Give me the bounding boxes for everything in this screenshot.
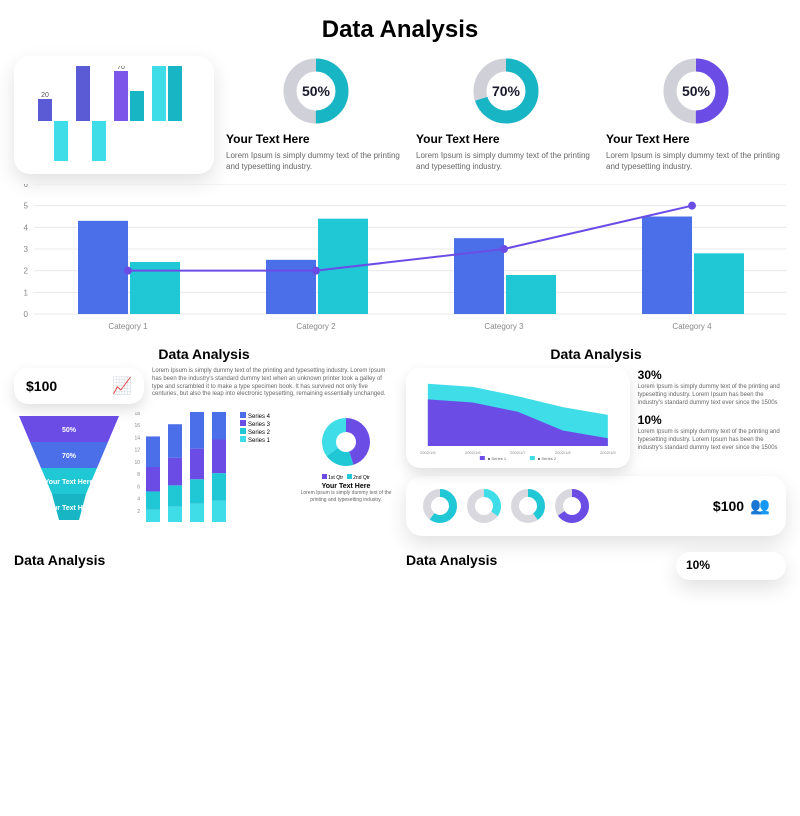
bottom-right: Data Analysis 10% [406, 552, 786, 580]
svg-text:50%: 50% [682, 83, 711, 99]
pie-title: Your Text Here [322, 483, 371, 490]
svg-text:14: 14 [134, 435, 140, 441]
svg-text:Category 2: Category 2 [296, 322, 336, 331]
stat-item: 10% Lorem Ipsum is simply dummy text of t… [638, 413, 786, 452]
mini-donut [510, 488, 546, 524]
mini-bar-chart: 20-40130-4070140 [14, 56, 214, 174]
main-bar-line-chart: 0 1 2 3 4 5 6 Category 1 Category 2 Category 3 Cat… [0, 174, 800, 334]
svg-text:6: 6 [24, 184, 29, 189]
svg-text:4: 4 [24, 223, 29, 232]
svg-text:■ Series 2: ■ Series 2 [538, 456, 557, 460]
bottom-section: Data Analysis Data Analysis 10% [0, 546, 800, 586]
svg-text:1: 1 [24, 288, 29, 297]
svg-text:8: 8 [137, 472, 140, 478]
stat-desc: Lorem Ipsum is simply dummy text of the … [638, 429, 786, 452]
svg-text:2: 2 [137, 509, 140, 515]
left-panel: Data Analysis $100 📈 Lorem Ipsum is simp… [14, 340, 394, 536]
bottom-left: Data Analysis [14, 552, 394, 580]
donut-item: 50% Your Text Here Lorem Ipsum is simply d… [606, 56, 786, 172]
svg-text:2002/1/7: 2002/1/7 [510, 450, 526, 455]
donut-chart: 50% [281, 56, 351, 126]
pie-chart [316, 412, 376, 472]
svg-text:Category 4: Category 4 [672, 322, 712, 331]
mini-donut-row: $100 👥 [416, 482, 776, 530]
donut-chart: 50% [661, 56, 731, 126]
pie-desc: Lorem Ipsum is simply dummy text of the … [298, 490, 394, 503]
mini-donut [422, 488, 458, 524]
funnel-row: 50% 70% Your Text Here Your Text Here 2 4 6 8 1… [14, 412, 394, 532]
svg-text:5: 5 [24, 202, 29, 211]
pie-column: 1st Qtr2nd Qtr Your Text Here Lorem Ipsu… [298, 412, 394, 532]
stat-card: 10% [676, 552, 786, 580]
right-panel: Data Analysis 2002/1/52002/1/62002/1/720… [406, 340, 786, 536]
svg-text:70%: 70% [492, 83, 521, 99]
donut-desc: Lorem Ipsum is simply dummy text of the … [226, 150, 406, 172]
top-row: 20-40130-4070140 50% Your Text Here Lorem … [0, 56, 800, 174]
stacked-bar-chart: 2 4 6 8 10 12 14 16 18 [132, 412, 232, 532]
svg-text:50%: 50% [302, 83, 331, 99]
svg-text:Category 1: Category 1 [108, 322, 148, 331]
svg-text:12: 12 [134, 448, 140, 454]
svg-text:70: 70 [117, 66, 125, 71]
funnel-chart: 50% 70% Your Text Here Your Text Here [14, 412, 124, 532]
svg-text:2002/1/6: 2002/1/6 [465, 450, 481, 455]
svg-text:6: 6 [137, 484, 140, 490]
svg-text:2002/1/8: 2002/1/8 [555, 450, 571, 455]
svg-text:10: 10 [134, 460, 140, 466]
page-title: Data Analysis [0, 16, 800, 44]
svg-text:20: 20 [41, 92, 49, 99]
stat-desc: Lorem Ipsum is simply dummy text of the … [638, 384, 786, 407]
stat-value: 10% [686, 558, 776, 572]
mini-pill-value: $100 [713, 498, 744, 514]
middle-section: Data Analysis $100 📈 Lorem Ipsum is simp… [0, 334, 800, 542]
mini-donut [554, 488, 590, 524]
people-icon: 👥 [750, 496, 770, 516]
svg-text:18: 18 [134, 412, 140, 417]
donut-title: Your Text Here [226, 132, 406, 146]
svg-text:0: 0 [24, 310, 29, 319]
donut-item: 70% Your Text Here Lorem Ipsum is simply d… [416, 56, 596, 172]
donut-title: Your Text Here [606, 132, 786, 146]
value-pill: $100 📈 [14, 368, 144, 404]
donut-item: 50% Your Text Here Lorem Ipsum is simply d… [226, 56, 406, 172]
donut-desc: Lorem Ipsum is simply dummy text of the … [606, 150, 786, 172]
svg-text:Category 3: Category 3 [484, 322, 524, 331]
svg-text:4: 4 [137, 497, 140, 503]
area-chart: 2002/1/5 2002/1/6 2002/1/7 2002/1/8 2002/1/9… [414, 376, 622, 460]
donut-row: 50% Your Text Here Lorem Ipsum is simply d… [226, 56, 786, 172]
svg-text:16: 16 [134, 423, 140, 429]
svg-text:70%: 70% [62, 453, 77, 460]
stats-column: 30% Lorem Ipsum is simply dummy text of t… [638, 368, 786, 468]
stacked-legend: Series 4Series 3Series 2Series 1 [240, 412, 290, 532]
donut-chart: 70% [471, 56, 541, 126]
section-title: Data Analysis [406, 552, 668, 580]
area-chart-card: 2002/1/5 2002/1/6 2002/1/7 2002/1/8 2002/1/9… [406, 368, 630, 468]
mini-donut-card: $100 👥 [406, 476, 786, 536]
svg-text:Your Text Here: Your Text Here [45, 505, 94, 512]
section-title: Data Analysis [14, 346, 394, 362]
stat-value: 30% [638, 368, 786, 382]
pill-value: $100 [26, 378, 57, 394]
svg-text:50%: 50% [62, 427, 77, 434]
stat-value: 10% [638, 413, 786, 427]
section-title: Data Analysis [406, 346, 786, 362]
svg-text:3: 3 [24, 245, 29, 254]
pie-legend: 1st Qtr2nd Qtr [322, 474, 370, 481]
donut-title: Your Text Here [416, 132, 596, 146]
svg-text:2: 2 [24, 267, 29, 276]
section-title: Data Analysis [14, 552, 394, 568]
svg-text:■ Series 1: ■ Series 1 [488, 456, 507, 460]
description: Lorem Ipsum is simply dummy text of the … [152, 368, 394, 404]
svg-text:2002/1/5: 2002/1/5 [420, 450, 436, 455]
svg-text:Your Text Here: Your Text Here [45, 479, 94, 486]
stat-item: 30% Lorem Ipsum is simply dummy text of t… [638, 368, 786, 407]
donut-desc: Lorem Ipsum is simply dummy text of the … [416, 150, 596, 172]
svg-text:2002/1/9: 2002/1/9 [600, 450, 616, 455]
mini-donut [466, 488, 502, 524]
trend-icon: 📈 [112, 376, 132, 396]
